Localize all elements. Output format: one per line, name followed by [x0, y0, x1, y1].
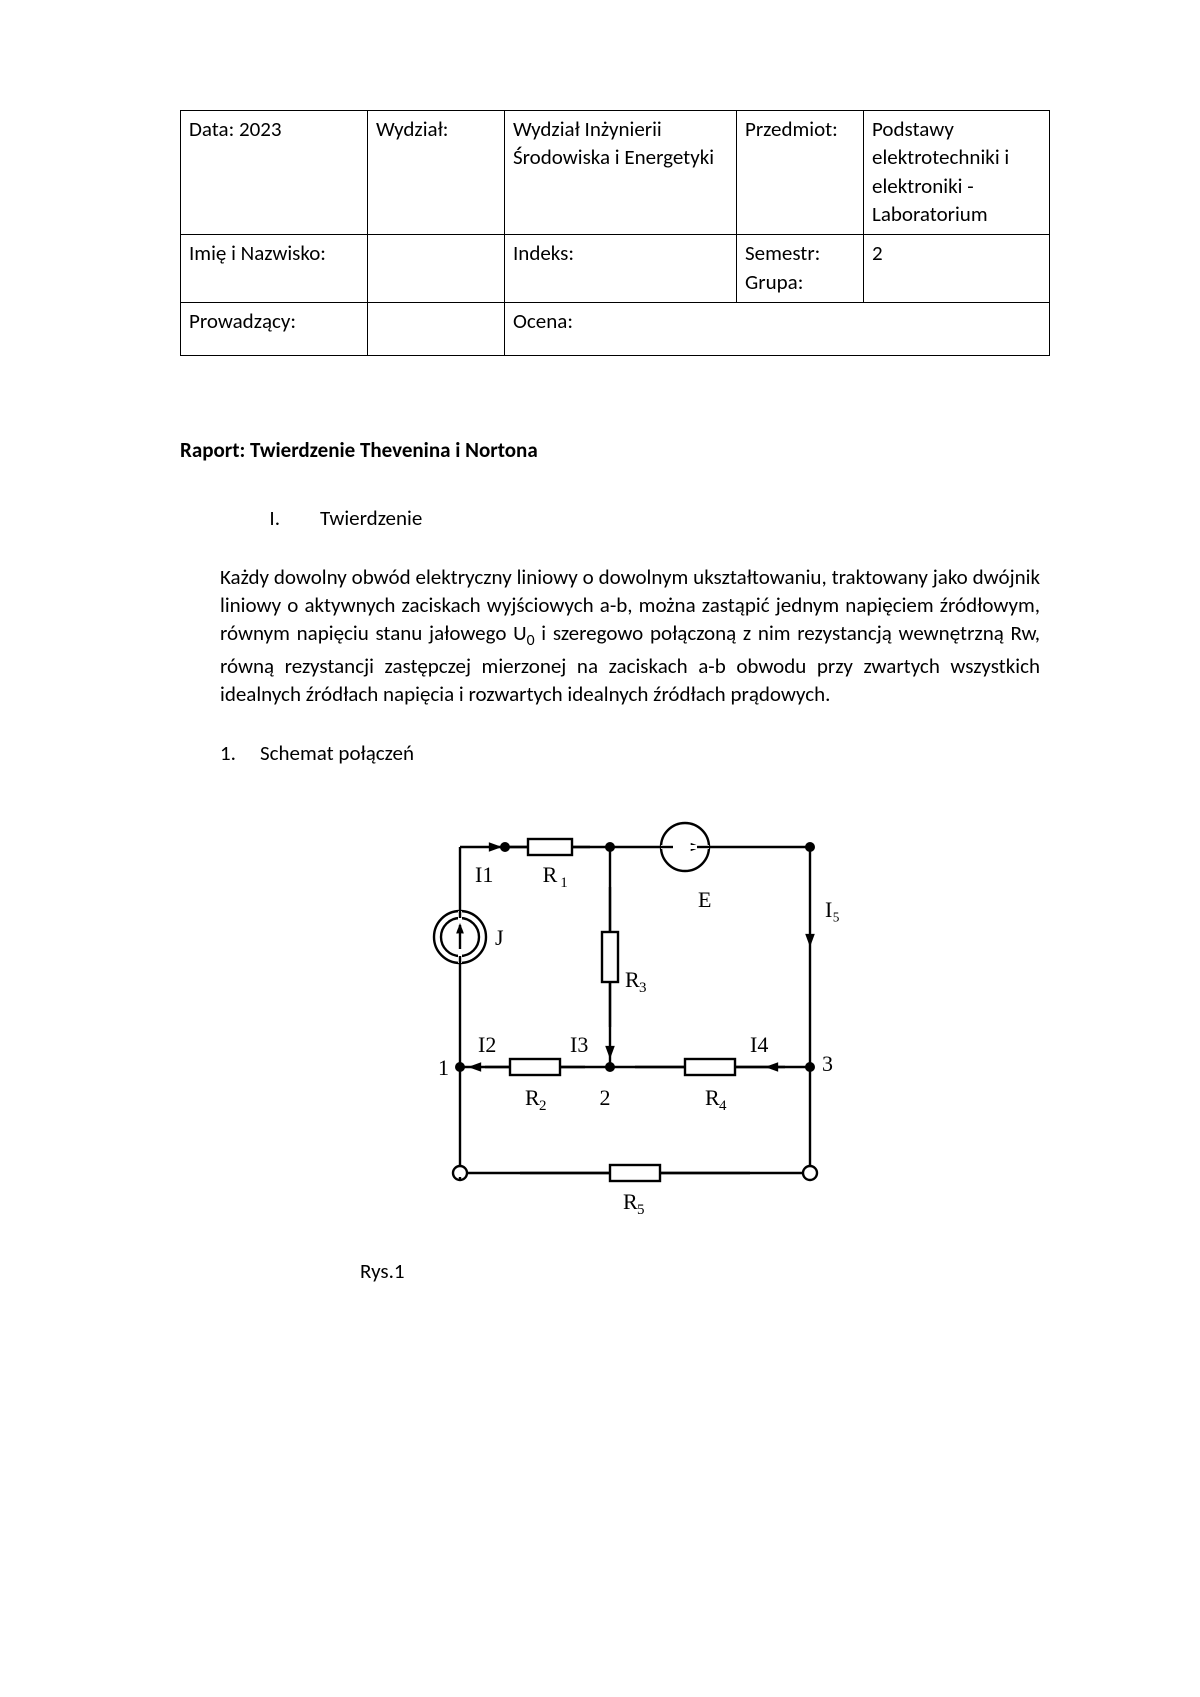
cell-date: Data: 2023 [181, 111, 368, 235]
cell-lecturer-value [368, 303, 505, 356]
svg-text:R: R [623, 1189, 638, 1214]
svg-text:R: R [625, 967, 640, 992]
svg-text:2: 2 [539, 1098, 547, 1114]
cell-grade: Ocena: [505, 303, 1050, 356]
svg-text:I3: I3 [570, 1032, 588, 1057]
svg-text:I2: I2 [478, 1032, 496, 1057]
subsection-number: 1. [220, 739, 260, 767]
svg-text:3: 3 [639, 980, 647, 996]
subsection-heading: 1. Schemat połączeń [220, 739, 1040, 767]
cell-index-label: Indeks: [505, 235, 737, 303]
svg-text:R: R [525, 1085, 540, 1110]
section-roman: I. [220, 504, 320, 532]
cell-semester-group: Semestr: Grupa: [737, 235, 864, 303]
theorem-paragraph: Każdy dowolny obwód elektryczny liniowy … [220, 563, 1040, 709]
group-label: Grupa: [745, 268, 855, 296]
theorem-subscript: 0 [527, 632, 535, 651]
cell-semester-value: 2 [864, 235, 1050, 303]
circuit-diagram: R1EI1I₅JR3I3R2R4I2I4123R5 [380, 797, 880, 1227]
figure-wrap: R1EI1I₅JR3I3R2R4I2I4123R5 Rys.1 [220, 797, 1040, 1285]
svg-text:2: 2 [600, 1085, 611, 1110]
svg-text:I1: I1 [475, 862, 493, 887]
svg-text:1: 1 [560, 875, 568, 891]
semester-label: Semestr: [745, 239, 855, 267]
cell-faculty-label: Wydział: [368, 111, 505, 235]
section-label: Twierdzenie [320, 504, 422, 532]
svg-text:4: 4 [719, 1098, 727, 1114]
svg-text:I₅: I₅ [825, 897, 840, 922]
svg-text:J: J [495, 925, 504, 950]
cell-name-value [368, 235, 505, 303]
content: I. Twierdzenie Każdy dowolny obwód elekt… [180, 504, 1050, 1285]
figure-caption: Rys.1 [220, 1257, 405, 1285]
cell-name-label: Imię i Nazwisko: [181, 235, 368, 303]
svg-text:1: 1 [438, 1055, 449, 1080]
svg-text:R: R [543, 862, 558, 887]
cell-subject-value: Podstawy elektrotechniki i elektroniki -… [864, 111, 1050, 235]
cell-lecturer-label: Prowadzący: [181, 303, 368, 356]
svg-text:I4: I4 [750, 1032, 768, 1057]
report-title: Raport: Twierdzenie Thevenina i Nortona [180, 436, 1050, 464]
section-heading: I. Twierdzenie [220, 504, 1040, 532]
header-table: Data: 2023 Wydział: Wydział Inżynierii Ś… [180, 110, 1050, 356]
svg-text:E: E [698, 887, 711, 912]
subsection-label: Schemat połączeń [260, 739, 414, 767]
cell-subject-label: Przedmiot: [737, 111, 864, 235]
svg-text:5: 5 [637, 1202, 645, 1218]
svg-text:R: R [705, 1085, 720, 1110]
cell-faculty-value: Wydział Inżynierii Środowiska i Energety… [505, 111, 737, 235]
svg-text:3: 3 [822, 1051, 833, 1076]
